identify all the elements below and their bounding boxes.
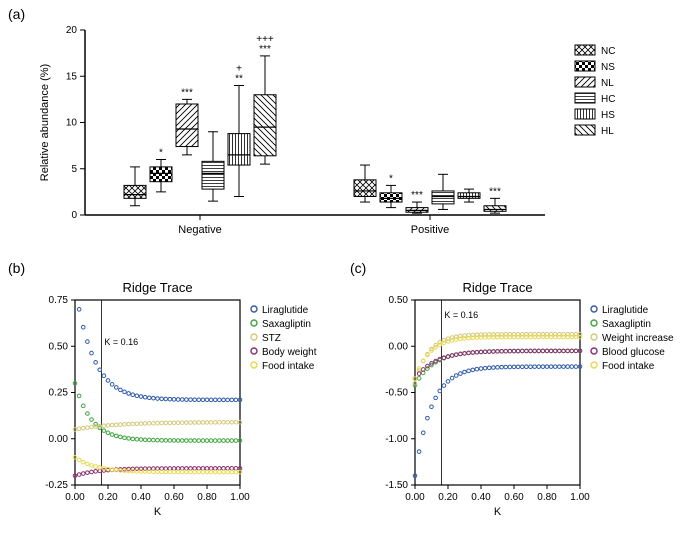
svg-text:15: 15 bbox=[66, 71, 78, 82]
panel-b-chart: Ridge Trace-0.250.000.250.500.750.000.20… bbox=[30, 275, 345, 525]
svg-text:K = 0.16: K = 0.16 bbox=[104, 337, 138, 347]
svg-text:0.40: 0.40 bbox=[471, 492, 491, 503]
svg-text:***: *** bbox=[489, 186, 501, 197]
svg-text:Food intake: Food intake bbox=[602, 361, 655, 372]
svg-text:-0.25: -0.25 bbox=[45, 480, 68, 491]
svg-text:0: 0 bbox=[71, 210, 77, 221]
svg-text:-1.50: -1.50 bbox=[385, 480, 408, 491]
svg-text:HC: HC bbox=[601, 94, 615, 105]
svg-text:20: 20 bbox=[66, 25, 78, 36]
svg-text:1.00: 1.00 bbox=[230, 492, 250, 503]
svg-text:0.80: 0.80 bbox=[537, 492, 557, 503]
svg-text:0.80: 0.80 bbox=[197, 492, 217, 503]
svg-text:NL: NL bbox=[601, 78, 614, 89]
svg-text:Positive: Positive bbox=[411, 224, 450, 236]
svg-text:0.20: 0.20 bbox=[438, 492, 458, 503]
svg-text:0.60: 0.60 bbox=[164, 492, 184, 503]
svg-text:10: 10 bbox=[66, 118, 78, 129]
panel-c-chart: Ridge Trace -1.50 -1.00 -0.50 0.00 0.50 0.00 0.… bbox=[370, 275, 685, 525]
svg-text:K: K bbox=[494, 506, 502, 518]
svg-text:**: ** bbox=[235, 74, 243, 85]
svg-text:Weight increase: Weight increase bbox=[602, 333, 674, 344]
svg-text:Negative: Negative bbox=[178, 224, 221, 236]
svg-text:Relative abundance (%): Relative abundance (%) bbox=[39, 64, 51, 181]
svg-text:0.40: 0.40 bbox=[131, 492, 151, 503]
svg-text:0.25: 0.25 bbox=[49, 388, 69, 399]
svg-text:***: *** bbox=[181, 87, 193, 98]
svg-text:*: * bbox=[159, 148, 163, 159]
svg-text:Blood glucose: Blood glucose bbox=[602, 347, 665, 358]
svg-text:***: *** bbox=[411, 190, 423, 201]
svg-text:*: * bbox=[389, 173, 393, 184]
svg-text:0.50: 0.50 bbox=[389, 295, 409, 306]
svg-text:STZ: STZ bbox=[262, 333, 281, 344]
svg-text:0.00: 0.00 bbox=[65, 492, 85, 503]
svg-text:-1.00: -1.00 bbox=[385, 434, 408, 445]
svg-text:0.00: 0.00 bbox=[49, 434, 69, 445]
svg-text:NS: NS bbox=[601, 62, 615, 73]
svg-text:1.00: 1.00 bbox=[570, 492, 590, 503]
svg-text:NC: NC bbox=[601, 46, 615, 57]
svg-text:HS: HS bbox=[601, 110, 615, 121]
svg-text:0.75: 0.75 bbox=[49, 295, 69, 306]
svg-text:0.60: 0.60 bbox=[504, 492, 524, 503]
svg-text:Liraglutide: Liraglutide bbox=[262, 305, 309, 316]
svg-text:Saxagliptin: Saxagliptin bbox=[602, 319, 651, 330]
svg-text:5: 5 bbox=[71, 164, 77, 175]
panel-a-label: (a) bbox=[8, 6, 25, 22]
svg-text:Ridge Trace: Ridge Trace bbox=[122, 280, 192, 295]
svg-text:Saxagliptin: Saxagliptin bbox=[262, 319, 311, 330]
panel-c-label: (c) bbox=[350, 260, 366, 276]
svg-text:0.20: 0.20 bbox=[98, 492, 118, 503]
svg-text:0.00: 0.00 bbox=[405, 492, 425, 503]
svg-text:0.50: 0.50 bbox=[49, 341, 69, 352]
svg-text:K: K bbox=[154, 506, 162, 518]
svg-text:***: *** bbox=[259, 44, 271, 55]
svg-text:Food intake: Food intake bbox=[262, 361, 315, 372]
svg-text:HL: HL bbox=[601, 126, 614, 137]
svg-text:Body weight: Body weight bbox=[262, 347, 317, 358]
svg-text:K = 0.16: K = 0.16 bbox=[444, 310, 478, 320]
svg-text:0.00: 0.00 bbox=[389, 341, 409, 352]
svg-text:Liraglutide: Liraglutide bbox=[602, 305, 649, 316]
svg-text:-0.50: -0.50 bbox=[385, 388, 408, 399]
panel-b-label: (b) bbox=[8, 260, 25, 276]
panel-a-chart: 05101520Relative abundance (%)****+**+++… bbox=[30, 20, 670, 250]
svg-text:Ridge Trace: Ridge Trace bbox=[462, 280, 532, 295]
